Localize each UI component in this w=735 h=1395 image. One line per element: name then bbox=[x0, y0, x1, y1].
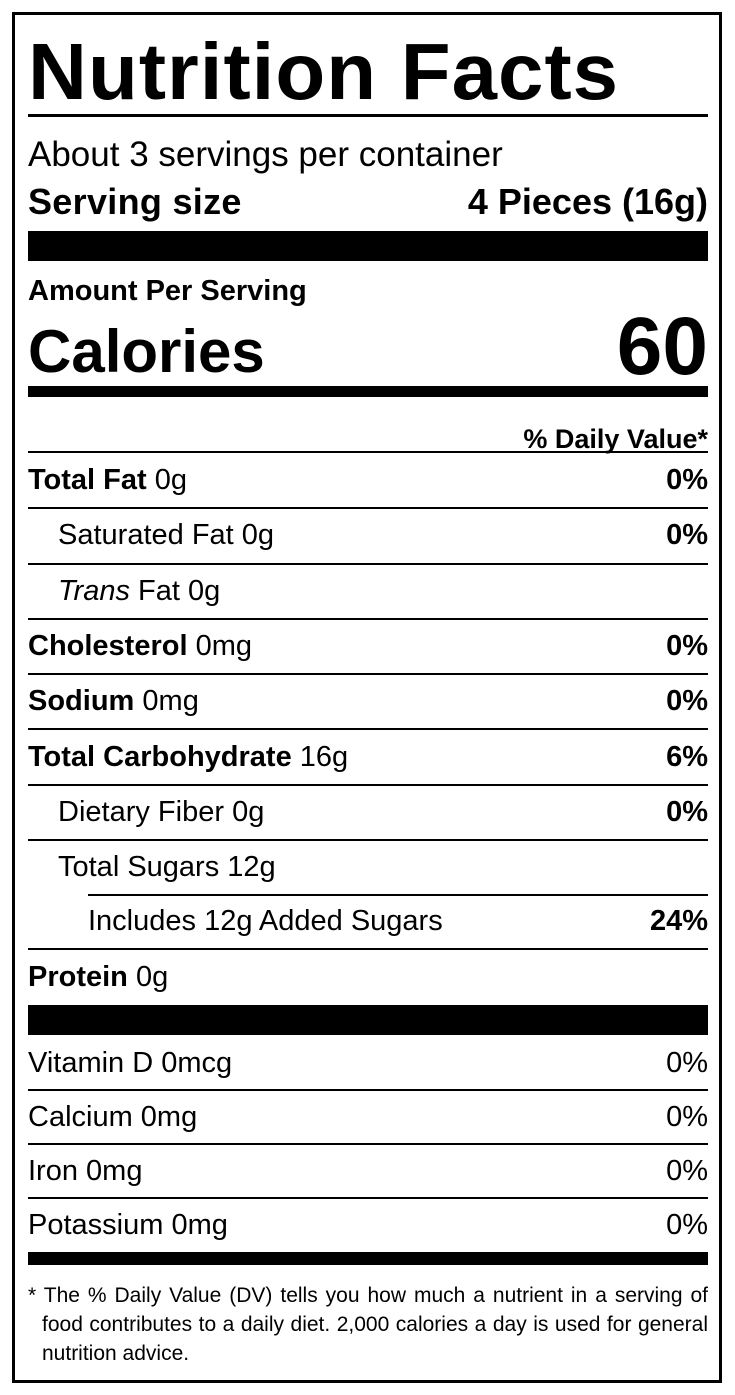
nutrient-amount: 0g bbox=[241, 519, 275, 552]
label-title: Nutrition Facts bbox=[28, 27, 620, 116]
nutrient-dv: 0% bbox=[666, 795, 708, 828]
nutrient-dv: 6% bbox=[666, 740, 708, 773]
nutrient-dv: 0% bbox=[666, 630, 708, 663]
nutrient-name: Trans bbox=[58, 574, 130, 607]
serving-size: Serving size 4 Pieces (16g) bbox=[28, 181, 708, 223]
nutrient-name: Saturated Fat bbox=[58, 519, 234, 552]
nutrient-amount: 0g bbox=[188, 574, 221, 607]
nutrient-amount: 0g bbox=[232, 795, 265, 828]
nutrient-name: Total Carbohydrate bbox=[28, 740, 292, 773]
vitamin-dv: 0% bbox=[666, 1100, 708, 1133]
nutrient-row-saturated-fat: Saturated Fat 0g 0% bbox=[28, 509, 708, 565]
vitamin-dv: 0% bbox=[666, 1046, 708, 1079]
vitamin-dv: 0% bbox=[666, 1154, 708, 1187]
nutrient-name: Sodium bbox=[28, 685, 135, 718]
divider bbox=[28, 114, 708, 117]
nutrient-row-added-sugars: Includes 12g Added Sugars 24% bbox=[28, 894, 708, 950]
daily-value-header: % Daily Value* bbox=[523, 424, 708, 454]
nutrient-amount: 0g bbox=[135, 960, 169, 993]
medium-divider bbox=[28, 386, 708, 397]
nutrient-amount: 12g bbox=[227, 851, 276, 884]
nutrient-amount: 16g bbox=[299, 740, 349, 773]
vitamin-name: Iron 0mg bbox=[28, 1154, 143, 1187]
vitamin-list: Vitamin D 0mcg 0% Calcium 0mg 0% Iron 0m… bbox=[28, 1037, 708, 1251]
footnote: * The % Daily Value (DV) tells you how m… bbox=[28, 1284, 708, 1365]
calories-row: Calories 60 bbox=[28, 301, 708, 392]
vitamin-row: Iron 0mg 0% bbox=[28, 1145, 708, 1199]
nutrient-amount: 0mg bbox=[142, 685, 199, 718]
nutrition-facts-label: Nutrition Facts About 3 servings per con… bbox=[12, 12, 722, 1383]
nutrient-list: Total Fat 0g 0% Saturated Fat 0g 0% Tran… bbox=[28, 454, 708, 1005]
vitamin-row: Potassium 0mg 0% bbox=[28, 1199, 708, 1251]
nutrient-name: Cholesterol bbox=[28, 630, 188, 663]
nutrient-dv: 0% bbox=[666, 519, 708, 552]
nutrient-name-suffix: Fat bbox=[138, 574, 180, 607]
amount-per-serving: Amount Per Serving bbox=[28, 275, 307, 307]
calories-label: Calories bbox=[28, 318, 265, 385]
nutrient-row-trans-fat: Trans Fat 0g bbox=[28, 565, 708, 620]
nutrient-row-dietary-fiber: Dietary Fiber 0g 0% bbox=[28, 786, 708, 842]
nutrient-dv: 0% bbox=[666, 685, 708, 718]
vitamin-row: Vitamin D 0mcg 0% bbox=[28, 1037, 708, 1091]
nutrient-name: Total Sugars bbox=[58, 851, 220, 884]
vitamin-name: Potassium 0mg bbox=[28, 1208, 228, 1241]
vitamin-name: Calcium 0mg bbox=[28, 1100, 198, 1133]
vitamin-name: Vitamin D 0mcg bbox=[28, 1046, 233, 1079]
servings-per-container: About 3 servings per container bbox=[28, 135, 503, 174]
nutrient-row-total-fat: Total Fat 0g 0% bbox=[28, 454, 708, 510]
thick-divider bbox=[28, 231, 708, 261]
nutrient-row-total-carbohydrate: Total Carbohydrate 16g 6% bbox=[28, 730, 708, 786]
vitamin-dv: 0% bbox=[666, 1208, 708, 1241]
serving-size-value: 4 Pieces (16g) bbox=[467, 181, 708, 222]
nutrient-row-cholesterol: Cholesterol 0mg 0% bbox=[28, 620, 708, 676]
nutrient-name: Protein bbox=[28, 960, 128, 993]
nutrient-row-total-sugars: Total Sugars 12g bbox=[28, 841, 708, 897]
nutrient-name: Total Fat bbox=[28, 464, 147, 497]
nutrient-dv: 0% bbox=[666, 464, 708, 497]
thick-divider bbox=[28, 1005, 708, 1035]
medium-divider bbox=[28, 1252, 708, 1265]
nutrient-name: Dietary Fiber bbox=[58, 795, 224, 828]
divider bbox=[28, 451, 708, 453]
nutrient-row-sodium: Sodium 0mg 0% bbox=[28, 675, 708, 731]
nutrient-amount: 0mg bbox=[195, 630, 253, 663]
vitamin-row: Calcium 0mg 0% bbox=[28, 1091, 708, 1145]
nutrient-row-protein: Protein 0g bbox=[28, 950, 708, 1005]
nutrient-name: Includes 12g Added Sugars bbox=[88, 904, 443, 937]
nutrient-dv: 24% bbox=[649, 904, 708, 937]
nutrient-amount: 0g bbox=[154, 464, 188, 497]
calories-value: 60 bbox=[616, 301, 708, 392]
serving-size-label: Serving size bbox=[28, 181, 242, 222]
